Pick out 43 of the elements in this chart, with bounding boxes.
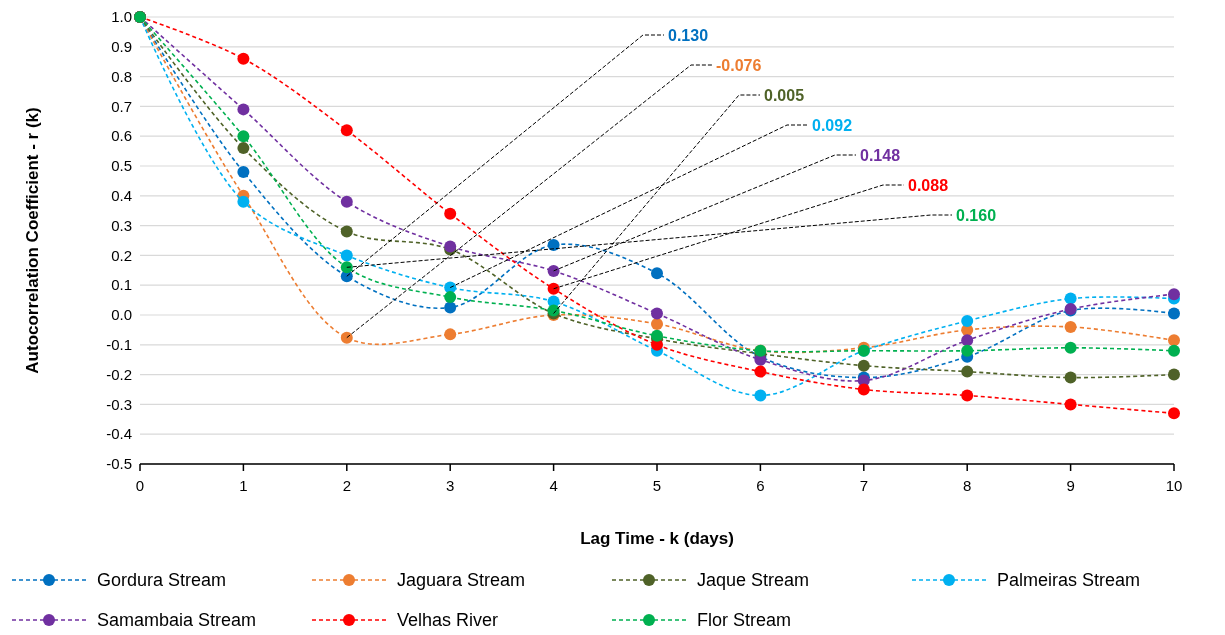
y-tick-label: -0.5	[106, 455, 132, 473]
annotation: 0.130	[668, 26, 709, 44]
x-tick-label: 7	[859, 477, 868, 494]
y-tick-label: -0.3	[106, 395, 132, 413]
x-tick-label: 10	[1165, 477, 1183, 494]
x-tick-label: 9	[1066, 477, 1075, 494]
y-tick-label: 0.5	[111, 157, 132, 175]
y-tick-label: -0.4	[106, 425, 132, 443]
legend-label: Flor Stream	[697, 610, 792, 631]
y-tick-label: 1.0	[111, 8, 132, 26]
legend-label: Palmeiras Stream	[997, 570, 1141, 591]
legend-label: Samambaia Stream	[97, 610, 257, 631]
legend-label: Jaque Stream	[697, 570, 810, 591]
y-tick-label: 0.2	[111, 246, 132, 264]
y-tick-label: 0.7	[111, 97, 132, 115]
y-tick-label: -0.2	[106, 365, 132, 383]
y-tick-label: 0.3	[111, 216, 132, 234]
annotation: 0.088	[908, 176, 949, 194]
legend-label: Velhas River	[397, 610, 499, 631]
x-tick-label: 4	[549, 477, 558, 494]
y-tick-label: 0.6	[111, 127, 132, 145]
annotation: 0.005	[764, 86, 805, 104]
annotation: -0.076	[716, 56, 762, 74]
y-tick-label: -0.1	[106, 336, 132, 354]
legend-label: Jaguara Stream	[397, 570, 526, 591]
legend-label: Gordura Stream	[97, 570, 227, 591]
x-tick-label: 1	[239, 477, 248, 494]
annotation: 0.148	[860, 146, 901, 164]
x-tick-label: 6	[756, 477, 765, 494]
y-tick-label: 0.8	[111, 67, 132, 85]
y-tick-label: 0.0	[111, 306, 132, 324]
x-tick-label: 3	[446, 477, 455, 494]
x-axis-title: Lag Time - k (days)	[580, 529, 734, 548]
y-tick-label: 0.4	[111, 187, 132, 205]
y-tick-label: 0.9	[111, 38, 132, 56]
y-tick-label: 0.1	[111, 276, 132, 294]
x-tick-label: 8	[963, 477, 972, 494]
x-tick-label: 2	[342, 477, 351, 494]
y-axis-title: Autocorrelation Coefficient - r (k)	[23, 107, 42, 374]
x-tick-label: 5	[652, 477, 662, 494]
annotation: 0.092	[812, 116, 853, 134]
annotation: 0.160	[956, 206, 997, 224]
x-tick-label: 0	[135, 477, 145, 494]
